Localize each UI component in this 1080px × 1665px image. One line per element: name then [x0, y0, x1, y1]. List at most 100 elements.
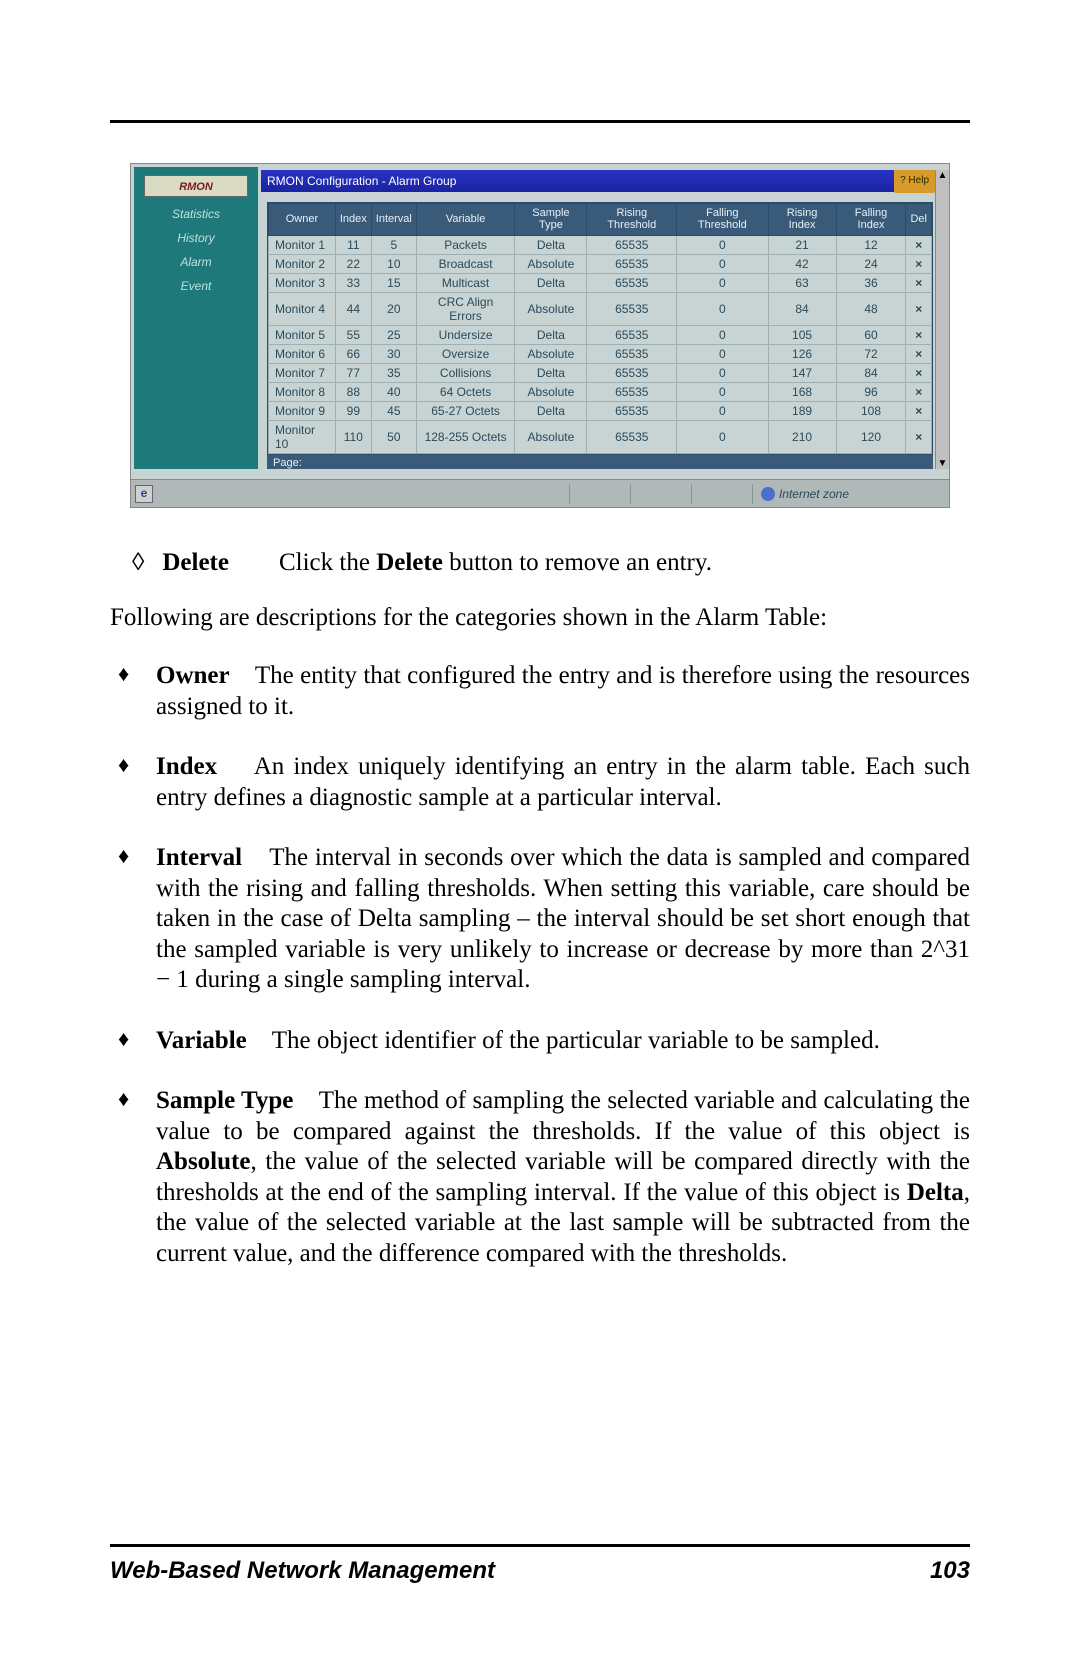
cell-owner: Monitor 6: [269, 345, 336, 364]
cell-del[interactable]: ×: [906, 364, 932, 383]
cell-variable: 128-255 Octets: [416, 421, 514, 454]
cell-del[interactable]: ×: [906, 345, 932, 364]
cell-variable: Undersize: [416, 326, 514, 345]
cell-index: 33: [335, 274, 371, 293]
window-titlebar: RMON Configuration - Alarm Group ? Help: [261, 170, 939, 192]
table-header-row: Owner Index Interval Variable Sample Typ…: [269, 204, 932, 236]
table-row: Monitor 9994565-27 OctetsDelta6553501891…: [269, 402, 932, 421]
term-variable: Variable: [156, 1027, 247, 1054]
cell-fall: 0: [677, 255, 768, 274]
term-delete: Delete: [162, 549, 229, 576]
text-variable: The object identifier of the particular …: [272, 1027, 880, 1054]
table-row: Monitor 1011050128-255 OctetsAbsolute655…: [269, 421, 932, 454]
vertical-scrollbar[interactable]: [935, 170, 949, 469]
cell-sample: Absolute: [515, 345, 587, 364]
cell-del[interactable]: ×: [906, 383, 932, 402]
term-interval: Interval: [156, 844, 242, 871]
cell-rise: 65535: [587, 236, 677, 255]
cell-index: 55: [335, 326, 371, 345]
cell-sample: Delta: [515, 364, 587, 383]
cell-interval: 5: [371, 236, 416, 255]
cell-fi: 72: [836, 345, 906, 364]
cell-interval: 30: [371, 345, 416, 364]
cell-fi: 24: [836, 255, 906, 274]
cell-index: 22: [335, 255, 371, 274]
cell-del[interactable]: ×: [906, 236, 932, 255]
cell-del[interactable]: ×: [906, 421, 932, 454]
cell-del[interactable]: ×: [906, 402, 932, 421]
cell-index: 88: [335, 383, 371, 402]
cell-interval: 20: [371, 293, 416, 326]
cell-interval: 15: [371, 274, 416, 293]
def-owner: Owner The entity that configured the ent…: [110, 661, 970, 722]
sidebar-rmon-button[interactable]: RMON: [144, 175, 248, 197]
cell-index: 77: [335, 364, 371, 383]
cell-del[interactable]: ×: [906, 326, 932, 345]
delete-desc-pre: Click the: [279, 549, 376, 576]
ie-logo-icon: e: [135, 485, 153, 503]
cell-ri: 105: [768, 326, 836, 345]
cell-owner: Monitor 9: [269, 402, 336, 421]
footer-title: Web-Based Network Management: [110, 1557, 495, 1585]
cell-owner: Monitor 3: [269, 274, 336, 293]
cell-fall: 0: [677, 236, 768, 255]
th-rising-threshold: Rising Threshold: [587, 204, 677, 236]
def-index: Index An index uniquely identifying an e…: [110, 752, 970, 813]
cell-del[interactable]: ×: [906, 274, 932, 293]
cell-del[interactable]: ×: [906, 255, 932, 274]
th-interval: Interval: [371, 204, 416, 236]
statusbar: e Internet zone: [131, 479, 949, 507]
cell-owner: Monitor 5: [269, 326, 336, 345]
cell-ri: 168: [768, 383, 836, 402]
cell-index: 11: [335, 236, 371, 255]
cell-sample: Absolute: [515, 293, 587, 326]
cell-sample: Absolute: [515, 421, 587, 454]
cell-sample: Delta: [515, 274, 587, 293]
cell-owner: Monitor 4: [269, 293, 336, 326]
term-index: Index: [156, 753, 217, 780]
cell-interval: 25: [371, 326, 416, 345]
cell-ri: 63: [768, 274, 836, 293]
cell-ri: 42: [768, 255, 836, 274]
cell-variable: Multicast: [416, 274, 514, 293]
cell-rise: 65535: [587, 421, 677, 454]
cell-fi: 60: [836, 326, 906, 345]
sidebar-item-event[interactable]: Event: [134, 279, 258, 293]
intro-paragraph: Following are descriptions for the categ…: [110, 603, 970, 634]
cell-fall: 0: [677, 293, 768, 326]
top-rule: [110, 120, 970, 123]
window-title: RMON Configuration - Alarm Group: [267, 170, 456, 192]
text-owner: The entity that configured the entry and…: [156, 662, 970, 720]
rmon-screenshot: RMON Statistics History Alarm Event RMON…: [130, 163, 950, 508]
table-row: Monitor 44420CRC Align ErrorsAbsolute655…: [269, 293, 932, 326]
page-bar: Page:: [267, 455, 933, 469]
cell-fall: 0: [677, 364, 768, 383]
cell-del[interactable]: ×: [906, 293, 932, 326]
cell-owner: Monitor 2: [269, 255, 336, 274]
th-owner: Owner: [269, 204, 336, 236]
cell-owner: Monitor 1: [269, 236, 336, 255]
th-falling-index: Falling Index: [836, 204, 906, 236]
table-row: Monitor 77735CollisionsDelta65535014784×: [269, 364, 932, 383]
th-rising-index: Rising Index: [768, 204, 836, 236]
text-interval: The interval in seconds over which the d…: [156, 844, 970, 993]
table-row: Monitor 22210BroadcastAbsolute6553504224…: [269, 255, 932, 274]
cell-fi: 108: [836, 402, 906, 421]
term-sample-type: Sample Type: [156, 1087, 293, 1114]
sidebar-item-alarm[interactable]: Alarm: [134, 255, 258, 269]
cell-variable: CRC Align Errors: [416, 293, 514, 326]
table-row: Monitor 1115PacketsDelta6553502112×: [269, 236, 932, 255]
help-button[interactable]: ? Help: [894, 170, 935, 193]
table-row: Monitor 33315MulticastDelta6553506336×: [269, 274, 932, 293]
sidebar-item-statistics[interactable]: Statistics: [134, 207, 258, 221]
cell-interval: 45: [371, 402, 416, 421]
sidebar-item-history[interactable]: History: [134, 231, 258, 245]
cell-fi: 96: [836, 383, 906, 402]
cell-interval: 10: [371, 255, 416, 274]
cell-owner: Monitor 7: [269, 364, 336, 383]
th-variable: Variable: [416, 204, 514, 236]
cell-interval: 50: [371, 421, 416, 454]
cell-fall: 0: [677, 383, 768, 402]
term-owner: Owner: [156, 662, 230, 689]
cell-rise: 65535: [587, 255, 677, 274]
